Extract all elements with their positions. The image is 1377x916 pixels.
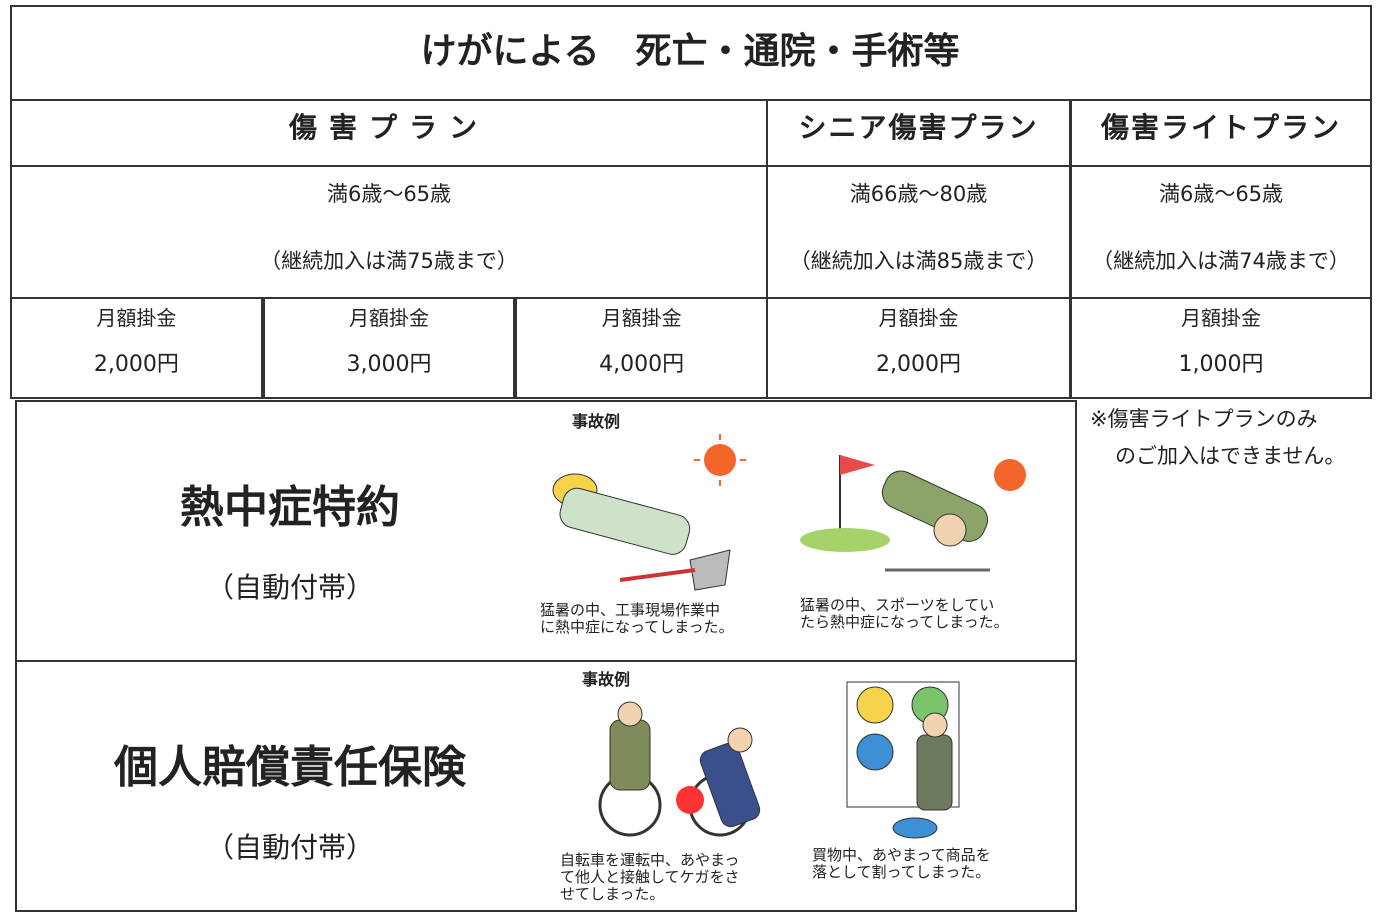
plan-name: シニア傷害プラン — [798, 111, 1039, 145]
rider-title: 個人賠償責任保険 — [114, 741, 466, 793]
premium-cell — [10, 297, 263, 399]
illustration-bicycle — [598, 701, 761, 837]
example-label: 事故例 — [571, 412, 620, 432]
plan-note: （継続加入は満85歳まで） — [789, 249, 1048, 274]
example-caption: 落として割ってしまった。 — [812, 863, 991, 881]
premium-label: 月額掛金 — [349, 306, 429, 330]
premium-amount: 2,000円 — [93, 351, 179, 377]
premium-amount: 4,000円 — [599, 351, 685, 377]
premium-label: 月額掛金 — [96, 306, 177, 330]
premium-label: 月額掛金 — [878, 306, 959, 330]
example-caption: 自転車を運転中、あやまっ — [560, 851, 740, 869]
premium-cell — [262, 297, 516, 399]
plan-name: 傷害ライトプラン — [1100, 111, 1341, 145]
plan-note: （継続加入は満74歳まで） — [1092, 249, 1350, 274]
example-caption: せてしまった。 — [560, 885, 665, 903]
premium-cell — [1070, 297, 1372, 399]
title: けがによる 死亡・通院・手術等 — [420, 31, 960, 73]
premium-label: 月額掛金 — [601, 306, 682, 330]
premium-amount: 2,000円 — [876, 351, 961, 377]
premium-amount: 3,000円 — [346, 351, 432, 377]
rider-box — [15, 660, 1077, 912]
side-note: のご加入はできません。 — [1115, 444, 1346, 469]
example-caption: に熱中症になってしまった。 — [540, 618, 734, 636]
premium-amount: 1,000円 — [1178, 351, 1264, 377]
example-caption: たら熱中症になってしまった。 — [800, 613, 1009, 631]
example-caption: 猛暑の中、スポーツをしてい — [800, 596, 995, 614]
rider-subtitle: （自動付帯） — [205, 571, 374, 605]
side-note: ※傷害ライトプランのみ — [1090, 407, 1318, 432]
plan-ages: 満6歳〜65歳 — [326, 182, 452, 207]
premium-label: 月額掛金 — [1181, 306, 1261, 330]
plan-ages: 満66歳〜80歳 — [849, 182, 988, 207]
plan-name: 傷害プラン — [288, 111, 489, 145]
illustration-golfer — [800, 455, 1026, 572]
example-caption: 猛暑の中、工事現場作業中 — [540, 601, 721, 619]
illustration-worker — [552, 434, 746, 591]
rider-title: 熱中症特約 — [180, 481, 400, 533]
plan-ages: 満6歳〜65歳 — [1158, 182, 1284, 207]
plan-note: （継続加入は満75歳まで） — [260, 249, 518, 274]
example-label: 事故例 — [581, 670, 630, 690]
example-caption: 買物中、あやまって商品を — [812, 846, 991, 864]
illustration-shop — [846, 681, 960, 839]
example-caption: て他人と接触してケガをさ — [560, 868, 740, 886]
rider-subtitle: （自動付帯） — [205, 831, 374, 865]
